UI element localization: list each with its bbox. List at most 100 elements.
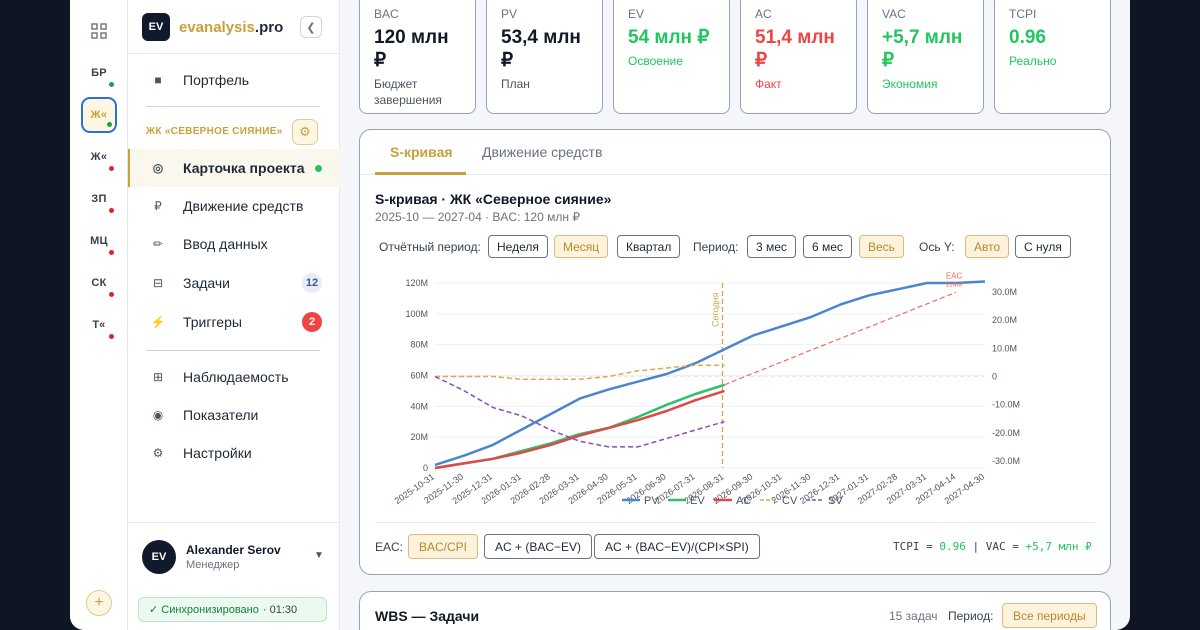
divider: [146, 106, 320, 107]
s-curve-chart: 0 20M 40M 60M 80M 100M 120M -30.0M -20.0M -10.0M 0…: [393, 271, 1020, 507]
y-tick-label: 120M: [405, 278, 428, 288]
series-line-sv: [434, 375, 725, 448]
rail-project-6[interactable]: Т«: [81, 307, 117, 343]
brand-name: evanalysis.pro: [179, 18, 284, 36]
eac-ac-cpi-spi-button[interactable]: AC + (BAC−EV)/(CPI×SPI): [594, 534, 760, 559]
today-label: Сегодня: [710, 292, 720, 327]
series-line-cv: [435, 364, 725, 381]
metric-label: TCPI: [1009, 7, 1037, 21]
rail-project-1[interactable]: Ж«: [81, 97, 117, 133]
range-3m-button[interactable]: 3 мес: [747, 235, 796, 258]
active-tab-indicator: [375, 172, 466, 175]
y-tick-label: 80M: [410, 340, 428, 350]
sidebar-item-label: Ввод данных: [183, 236, 268, 252]
sidebar-bottom-item-1[interactable]: ◉ Показатели: [128, 396, 340, 434]
y-axis-zero-button[interactable]: С нуля: [1015, 235, 1071, 258]
metric-label: VAC: [882, 7, 906, 21]
metric-value: 53,4 млн ₽: [501, 27, 581, 71]
status-dot: [109, 250, 114, 255]
rail-project-0[interactable]: БР: [81, 55, 117, 91]
period-month-button[interactable]: Месяц: [554, 235, 609, 258]
metric-card-pv: PV 53,4 млн ₽ План: [486, 0, 603, 114]
legend-label-ac: AC: [736, 495, 751, 507]
rail-project-label: ЗП: [91, 193, 107, 205]
rail-project-2[interactable]: Ж«: [81, 139, 117, 175]
y-tick-label: 20M: [410, 432, 428, 442]
y-tick-label: 100M: [405, 309, 428, 319]
metric-label: PV: [501, 7, 518, 21]
sidebar-item-label: Задачи: [183, 275, 231, 291]
eac-value-label: 114M: [946, 281, 963, 288]
metric-value: 120 млн ₽: [374, 27, 449, 71]
report-period-label: Отчётный период:: [379, 240, 481, 254]
tcpi-vac-summary: TCPI = 0.96 | VAC = +5,7 млн ₽: [893, 540, 1092, 553]
metric-label: BAC: [374, 7, 399, 21]
legend-label-ev: EV: [690, 495, 705, 507]
legend-label-pv: PV: [644, 495, 659, 507]
tab-cashflow[interactable]: Движение средств: [482, 144, 603, 160]
status-dot: [109, 292, 114, 297]
wbs-period-select[interactable]: Все периоды: [1002, 603, 1097, 628]
metric-caption: План: [501, 77, 530, 91]
tcpi-value: 0.96: [939, 540, 966, 553]
period-quarter-button[interactable]: Квартал: [617, 235, 681, 258]
eac-bac-cpi-button[interactable]: BAC/CPI: [408, 534, 479, 559]
target-icon: ◎: [152, 161, 164, 175]
eac-label: EAC:: [375, 540, 404, 554]
sidebar-item-1[interactable]: ₽ Движение средств: [128, 187, 340, 225]
range-all-button[interactable]: Весь: [859, 235, 904, 258]
rail-project-3[interactable]: ЗП: [81, 181, 117, 217]
rail-project-4[interactable]: МЦ: [81, 223, 117, 259]
sidebar-item-label: Движение средств: [183, 198, 304, 214]
sidebar-item-4[interactable]: ⚡ Триггеры 2: [128, 303, 340, 341]
y-tick-label: 40M: [410, 401, 428, 411]
status-dot: [315, 164, 322, 172]
sidebar-item-2[interactable]: ✏ Ввод данных: [128, 225, 340, 263]
rail-project-5[interactable]: СК: [81, 265, 117, 301]
y-tick-label: 60M: [410, 371, 428, 381]
sidebar-bottom-item-2[interactable]: ⚙ Настройки: [128, 434, 340, 472]
rail-project-label: Ж«: [90, 109, 108, 121]
avatar[interactable]: EV: [142, 540, 176, 574]
y2-tick-label: 0: [992, 372, 997, 382]
apps-grid-icon[interactable]: [90, 22, 108, 40]
y-axis-auto-button[interactable]: Авто: [965, 235, 1010, 258]
sidebar-item-3[interactable]: ⊟ Задачи 12: [128, 264, 340, 302]
sidebar-item-label: Портфель: [183, 72, 250, 88]
pencil-icon: ✏: [152, 237, 164, 251]
tab-s-curve[interactable]: S-кривая: [390, 144, 453, 160]
y-axis-label: Ось Y:: [919, 240, 955, 254]
sidebar: EV evanalysis.pro ❮ ■ Портфель ЖК «СЕВЕР…: [128, 0, 340, 630]
y2-tick-label: -30.0M: [992, 456, 1020, 466]
sidebar-item-0[interactable]: ◎ Карточка проекта: [128, 149, 340, 187]
sidebar-item-portfolio[interactable]: ■ Портфель: [128, 61, 340, 99]
metric-card-tcpi: TCPI 0.96 Реально: [994, 0, 1111, 114]
divider: [375, 522, 1095, 523]
status-dot: [109, 334, 114, 339]
s-curve-card: S-кривая Движение средств S-кривая · ЖК …: [359, 129, 1111, 575]
brand[interactable]: EV evanalysis.pro: [142, 13, 283, 41]
lightning-icon: ⚡: [150, 315, 166, 329]
divider: [360, 174, 1110, 175]
app-window: БР Ж« Ж« ЗП МЦ СК Т« + EV evanalysis.pro ❮ ■ П…: [70, 0, 1130, 630]
collapse-sidebar-button[interactable]: ❮: [300, 16, 322, 38]
chevron-down-icon[interactable]: ▼: [314, 550, 324, 561]
add-project-button[interactable]: +: [86, 590, 112, 616]
sidebar-bottom-item-0[interactable]: ⊞ Наблюдаемость: [128, 358, 340, 396]
metric-caption: Экономия: [882, 77, 938, 91]
sidebar-item-label: Карточка проекта: [183, 160, 305, 176]
wbs-card: WBS — Задачи 15 задач Период: Все период…: [359, 591, 1111, 630]
sync-status: ✓ Синхронизировано · 01:30: [138, 597, 327, 622]
range-6m-button[interactable]: 6 мес: [803, 235, 852, 258]
sync-time: · 01:30: [262, 603, 298, 616]
period-week-button[interactable]: Неделя: [488, 235, 548, 258]
user-name: Alexander Serov: [186, 543, 281, 557]
eac-ac-bac-ev-button[interactable]: AC + (BAC−EV): [484, 534, 593, 559]
y2-tick-label: 30.0M: [992, 287, 1017, 297]
metric-label: AC: [755, 7, 772, 21]
metric-caption: Бюджет завершения: [374, 77, 442, 107]
user-role: Менеджер: [186, 559, 240, 571]
status-dot: [109, 166, 114, 171]
y2-tick-label: 20.0M: [992, 315, 1017, 325]
project-settings-button[interactable]: ⚙: [292, 119, 318, 145]
